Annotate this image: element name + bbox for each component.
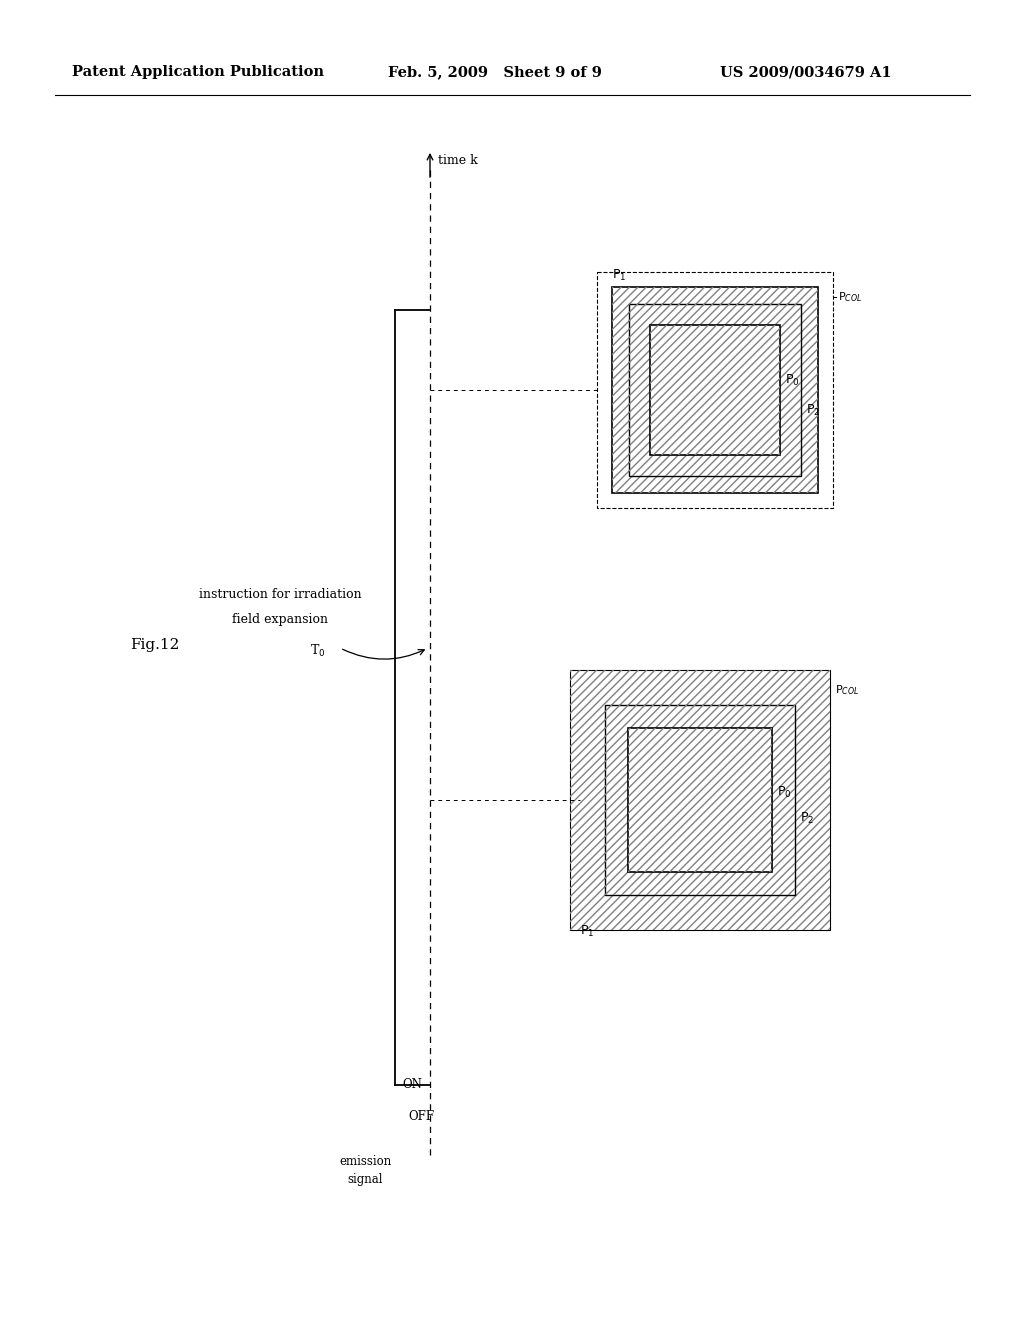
Bar — [612, 286, 818, 492]
Text: P$_0$: P$_0$ — [785, 372, 800, 388]
Bar — [650, 325, 780, 455]
Text: emission: emission — [339, 1155, 391, 1168]
Text: P$_1$: P$_1$ — [612, 268, 627, 282]
Bar — [650, 325, 780, 455]
Bar — [570, 671, 830, 931]
Bar — [605, 705, 795, 895]
Bar — [629, 304, 801, 477]
Bar — [612, 286, 818, 492]
Bar — [597, 272, 833, 508]
Text: P$_0$: P$_0$ — [777, 784, 792, 800]
Bar — [580, 680, 820, 920]
Text: P$_{COL}$: P$_{COL}$ — [835, 684, 859, 697]
Text: Feb. 5, 2009   Sheet 9 of 9: Feb. 5, 2009 Sheet 9 of 9 — [388, 65, 602, 79]
Text: time k: time k — [438, 153, 478, 166]
Bar — [605, 705, 795, 895]
Bar — [570, 671, 830, 931]
Text: OFF: OFF — [408, 1110, 434, 1123]
Text: signal: signal — [347, 1173, 383, 1185]
Text: T$_0$: T$_0$ — [310, 643, 326, 659]
Text: Fig.12: Fig.12 — [130, 638, 179, 652]
Bar — [629, 304, 801, 477]
Text: US 2009/0034679 A1: US 2009/0034679 A1 — [720, 65, 892, 79]
Text: field expansion: field expansion — [232, 614, 328, 627]
Text: P$_2$: P$_2$ — [800, 810, 814, 825]
Text: P$_2$: P$_2$ — [806, 403, 820, 417]
Text: ON: ON — [402, 1078, 422, 1092]
Text: Patent Application Publication: Patent Application Publication — [72, 65, 324, 79]
Text: P$_1$: P$_1$ — [580, 924, 594, 939]
Text: P$_{COL}$: P$_{COL}$ — [838, 290, 862, 304]
Bar — [628, 729, 772, 873]
Text: instruction for irradiation: instruction for irradiation — [199, 589, 361, 602]
Bar — [628, 729, 772, 873]
